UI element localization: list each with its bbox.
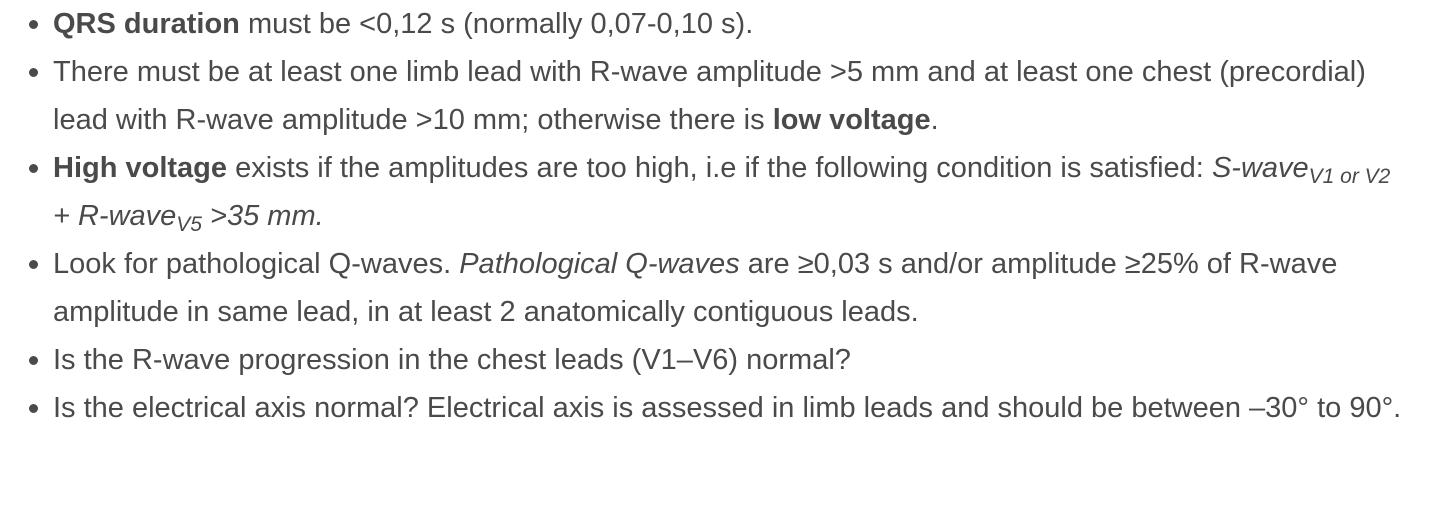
list-item-text: must be <0,12 s (normally 0,07-0,10 s).	[239, 8, 754, 40]
qrs-criteria-list: QRS duration must be <0,12 s (normally 0…	[29, 0, 1403, 432]
list-item-low-voltage: There must be at least one limb lead wit…	[29, 48, 1403, 144]
list-item-text: are ≥0,03 s and/or amplitude ≥25% of R-w…	[53, 248, 1338, 328]
list-item-high-voltage: High voltage exists if the amplitudes ar…	[29, 144, 1403, 240]
formula-subscript: V1 or V2	[1309, 165, 1391, 188]
list-item-text: Is the R-wave progression in the chest l…	[53, 344, 851, 376]
bold-term: QRS duration	[53, 8, 240, 40]
formula-subscript: V5	[176, 213, 202, 236]
list-item-text: exists if the amplitudes are too high, i…	[227, 152, 1212, 184]
italic-term: Pathological Q-waves	[459, 248, 740, 280]
list-item-text: Look for pathological Q-waves.	[53, 248, 460, 280]
bold-term: High voltage	[53, 152, 228, 184]
list-item-text: .	[930, 104, 939, 136]
list-item-qrs-duration: QRS duration must be <0,12 s (normally 0…	[29, 0, 1403, 48]
list-item-r-wave-progression: Is the R-wave progression in the chest l…	[29, 336, 1403, 384]
subscript-text: V1 or V2	[1308, 165, 1391, 188]
list-item-text: Is the electrical axis normal? Electrica…	[53, 392, 1402, 424]
subscript-text: V5	[176, 213, 202, 236]
list-item-q-waves: Look for pathological Q-waves. Pathologi…	[29, 240, 1403, 336]
formula-text: >35 mm.	[201, 200, 324, 232]
list-item-electrical-axis: Is the electrical axis normal? Electrica…	[29, 384, 1403, 432]
list-item-text: There must be at least one limb lead wit…	[53, 56, 1366, 136]
bold-term: low voltage	[772, 104, 931, 136]
formula-text: S-wave	[1211, 152, 1309, 184]
formula-text: + R-wave	[53, 200, 177, 232]
article-content: QRS duration must be <0,12 s (normally 0…	[29, 0, 1403, 432]
